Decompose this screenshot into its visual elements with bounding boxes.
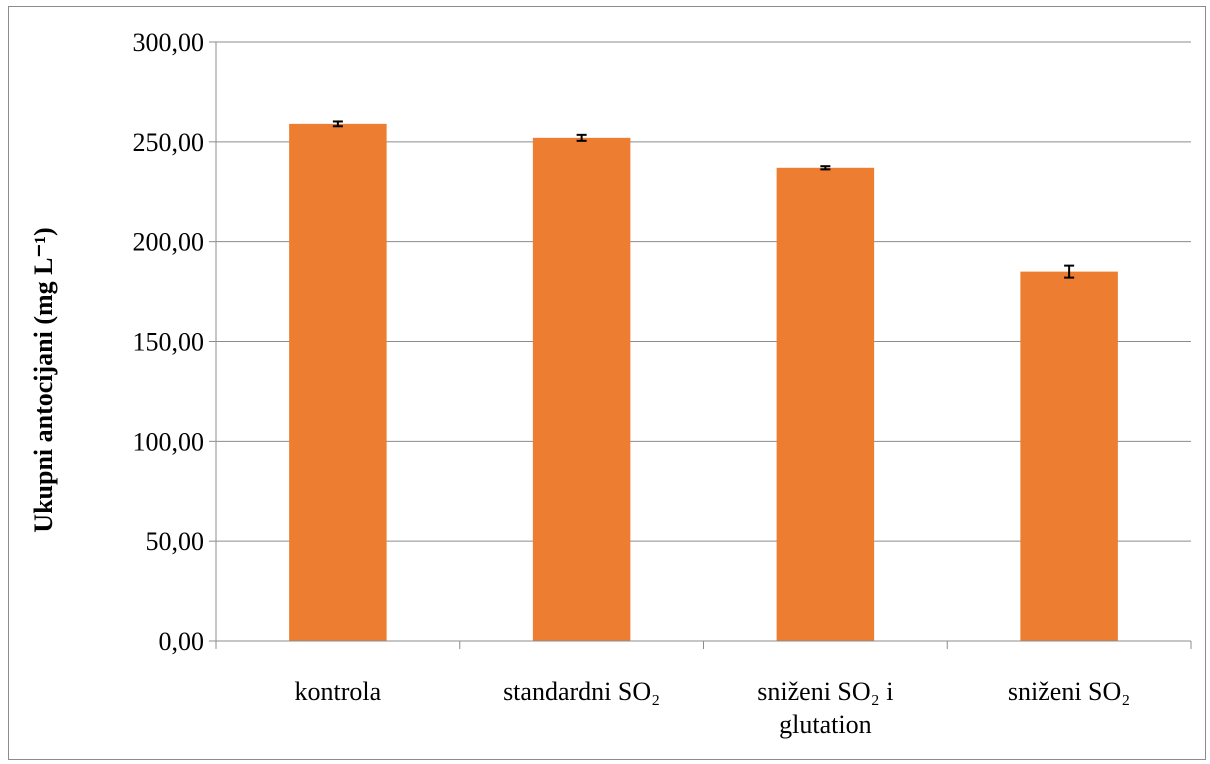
y-tick-label: 100,00 (133, 427, 205, 456)
bars (289, 120, 1118, 642)
y-tick-label: 150,00 (133, 328, 205, 357)
y-tick-label: 300,00 (133, 28, 205, 57)
bar (289, 123, 387, 641)
y-tick-label: 0,00 (159, 627, 205, 656)
x-category-label: standardni SO₂ (503, 677, 660, 706)
labels: 0,00 50,00 100,00 150,00 200,00 250,00 300,00 k… (133, 28, 1131, 739)
x-category-label: glutation (779, 710, 871, 739)
x-category-label: kontrola (295, 677, 382, 706)
y-tick-label: 200,00 (133, 228, 205, 257)
axes (209, 41, 1192, 649)
bar (532, 137, 631, 641)
y-axis-title: Ukupni antocijani (mg L⁻¹) (29, 227, 58, 532)
y-tick-label: 50,00 (146, 527, 205, 556)
bar (1020, 271, 1118, 641)
bar (776, 167, 875, 642)
y-tick-label: 250,00 (133, 128, 205, 157)
x-category-label: sniženi SO₂ i (757, 677, 893, 706)
x-category-label: sniženi SO₂ (1008, 677, 1130, 706)
